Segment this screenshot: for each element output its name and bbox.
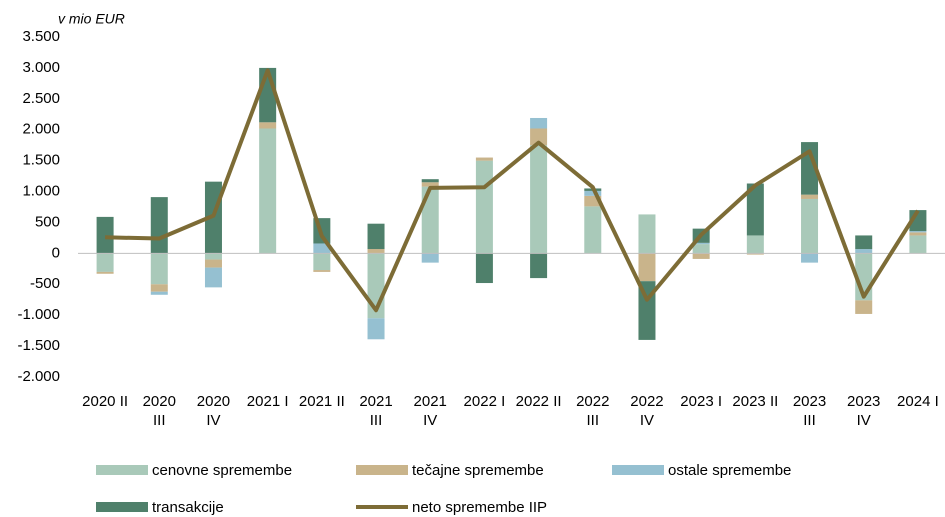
y-tick-label: 2.500 [22, 90, 60, 107]
y-tick-label: -1.500 [17, 337, 60, 354]
bar-segment [367, 318, 385, 340]
bar-segment [692, 253, 710, 259]
bar-segment [313, 253, 331, 271]
bar-segment [259, 122, 277, 129]
x-tick-label: 2020 II [82, 393, 129, 410]
bar-segment [746, 253, 764, 255]
legend-label: cenovne spremembe [152, 462, 292, 479]
bar-segment [584, 190, 602, 196]
bar-segment [367, 249, 385, 254]
x-tick-label: 2021 III [359, 393, 393, 429]
bar-segment [150, 197, 168, 254]
x-tick-label: 2022 IV [630, 393, 664, 429]
bar-segment [638, 214, 656, 254]
x-tick-label: 2022 II [515, 393, 562, 410]
bar-segment [204, 259, 222, 268]
axis-unit: v mio EUR [58, 11, 125, 27]
x-tick-label: 2024 I [897, 393, 939, 410]
y-tick-label: -500 [30, 275, 60, 292]
y-tick-label: -2.000 [17, 368, 60, 385]
x-tick-label: 2020 III [142, 393, 176, 429]
bar-segment [96, 216, 114, 254]
legend-swatch [96, 502, 148, 512]
x-tick-label: 2021 IV [413, 393, 447, 429]
x-tick-label: 2023 III [792, 393, 827, 429]
bar-segment [204, 253, 222, 260]
bar-segment [421, 253, 439, 263]
bar-segment [204, 267, 222, 288]
bar-segment [801, 198, 819, 254]
bar-segment [530, 145, 548, 254]
bar-segment [150, 291, 168, 295]
x-tick-label: 2023 II [732, 393, 779, 410]
bar-segment [96, 253, 114, 272]
y-tick-label: 3.500 [22, 28, 60, 45]
bar-segment [801, 194, 819, 199]
legend-label: neto spremembe IIP [412, 499, 547, 516]
y-tick-label: 1.000 [22, 183, 60, 200]
y-tick-label: 3.000 [22, 59, 60, 76]
bar-segment [421, 182, 439, 187]
bar-segment [909, 232, 927, 236]
bar-segment [313, 270, 331, 272]
bar-segment [855, 235, 873, 250]
x-tick-label: 2021 II [298, 393, 345, 410]
x-tick-label: 2023 IV [847, 393, 881, 429]
bar-segment [421, 186, 439, 254]
bar-segment [150, 253, 168, 285]
legend-swatch [612, 465, 664, 475]
bar-segment [475, 160, 493, 254]
y-tick-label: 500 [35, 213, 60, 230]
y-tick-label: 1.500 [22, 152, 60, 169]
bar-segment [855, 300, 873, 314]
bar-segment [530, 128, 548, 146]
x-tick-label: 2020 IV [196, 393, 231, 429]
legend-label: tečajne spremembe [412, 462, 544, 479]
legend-label: transakcije [152, 499, 224, 516]
bar-segment [421, 179, 439, 183]
bar-segment [367, 223, 385, 250]
bar-segment [855, 249, 873, 254]
bar-segment [96, 271, 114, 274]
legend-swatch [96, 465, 148, 475]
bar-segment [584, 195, 602, 207]
bar-segment [475, 157, 493, 161]
y-tick-label: 2.000 [22, 121, 60, 138]
bar-segment [909, 231, 927, 233]
bar-segment [530, 253, 548, 279]
bar-segment [584, 206, 602, 254]
bar-segment [909, 235, 927, 254]
bar-segment [801, 253, 819, 263]
bar-segment [313, 243, 331, 254]
bar-segment [150, 284, 168, 292]
bar-segment [692, 242, 710, 245]
net-line [105, 68, 920, 313]
y-tick-label: 0 [52, 244, 60, 261]
x-tick-label: 2022 I [463, 393, 506, 410]
x-tick-label: 2023 I [680, 393, 723, 410]
bar-segment [259, 128, 277, 254]
bar-segment [638, 253, 656, 282]
bar-segment [746, 235, 764, 254]
bar-segment [692, 244, 710, 254]
legend-swatch [356, 465, 408, 475]
bar-segment [530, 117, 548, 129]
x-tick-label: 2022 III [576, 393, 610, 429]
bar-segment [746, 183, 764, 236]
bar-segment [475, 253, 493, 284]
legend-label: ostale spremembe [668, 462, 791, 479]
x-tick-label: 2021 I [246, 393, 289, 410]
y-tick-label: -1.000 [17, 306, 60, 323]
